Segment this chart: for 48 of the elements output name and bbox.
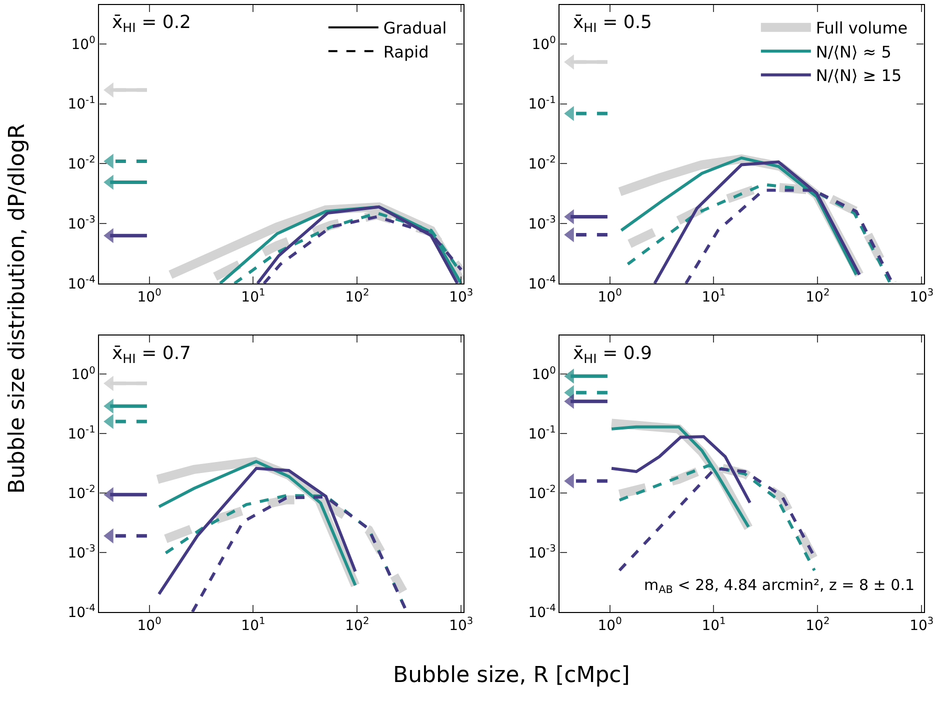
y-tick-label: 10$^{-4}$ <box>68 274 96 292</box>
text: x̄$_{HI}$ = 0.9 <box>573 343 652 366</box>
x-tick-label: 10$^{0}$ <box>137 287 162 306</box>
legend-label: Gradual <box>383 18 447 38</box>
x-tick-label: 10$^{3}$ <box>910 616 934 634</box>
x-tick-label: 10$^{3}$ <box>449 287 474 306</box>
x-tick-label: 10$^{0}$ <box>137 616 162 634</box>
x-tick-label: 10$^{2}$ <box>345 616 370 634</box>
y-tick-label: 10$^{-2}$ <box>528 484 556 502</box>
y-tick-label: 10$^{0}$ <box>532 34 556 53</box>
y-tick-label: 10$^{-2}$ <box>68 484 96 502</box>
y-tick-label: 10$^{-4}$ <box>68 602 96 621</box>
y-tick-label: 10$^{-3}$ <box>68 214 96 232</box>
y-tick-label: 10$^{-3}$ <box>528 544 556 562</box>
y-tick-label: 10$^{-1}$ <box>68 94 96 113</box>
x-tick-label: 10$^{1}$ <box>702 616 726 634</box>
y-tick-label: 10$^{-4}$ <box>528 274 556 292</box>
text: x̄$_{HI}$ = 0.5 <box>573 12 652 35</box>
y-tick-label: 10$^{-1}$ <box>528 94 556 113</box>
x-tick-label: 10$^{0}$ <box>598 287 622 306</box>
x-tick-label: 10$^{2}$ <box>806 287 830 306</box>
y-tick-label: 10$^{-2}$ <box>528 154 556 173</box>
x-tick-label: 10$^{3}$ <box>910 287 934 306</box>
y-tick-label: 10$^{0}$ <box>71 365 96 384</box>
y-tick-label: 10$^{-1}$ <box>68 424 96 443</box>
y-tick-label: 10$^{0}$ <box>71 34 96 53</box>
legend-label: Full volume <box>816 18 908 38</box>
legend-label: Rapid <box>383 42 429 62</box>
text: x̄$_{HI}$ = 0.7 <box>112 343 191 366</box>
legend-label: N/⟨N⟩ ≈ 5 <box>816 42 892 62</box>
x-tick-label: 10$^{1}$ <box>241 287 266 306</box>
x-tick-label: 10$^{0}$ <box>598 616 622 634</box>
annotation: m$_{AB}$ < 28, 4.84 arcmin², z = 8 ± 0.1 <box>644 576 915 596</box>
x-tick-label: 10$^{1}$ <box>702 287 726 306</box>
y-tick-label: 10$^{0}$ <box>532 365 556 384</box>
x-tick-label: 10$^{2}$ <box>806 616 830 634</box>
y-tick-label: 10$^{-2}$ <box>68 154 96 173</box>
y-tick-label: 10$^{-3}$ <box>68 544 96 562</box>
y-tick-label: 10$^{-1}$ <box>528 424 556 443</box>
y-tick-label: 10$^{-3}$ <box>528 214 556 232</box>
x-axis-title: Bubble size, R [cMpc] <box>393 663 630 688</box>
x-tick-label: 10$^{3}$ <box>449 616 474 634</box>
y-axis-title: Bubble size distribution, dP/dlogR <box>4 124 30 494</box>
legend-label: N/⟨N⟩ ≥ 15 <box>816 66 902 86</box>
text: x̄$_{HI}$ = 0.2 <box>112 12 191 35</box>
x-tick-label: 10$^{2}$ <box>345 287 370 306</box>
y-tick-label: 10$^{-4}$ <box>528 602 556 621</box>
x-tick-label: 10$^{1}$ <box>241 616 266 634</box>
